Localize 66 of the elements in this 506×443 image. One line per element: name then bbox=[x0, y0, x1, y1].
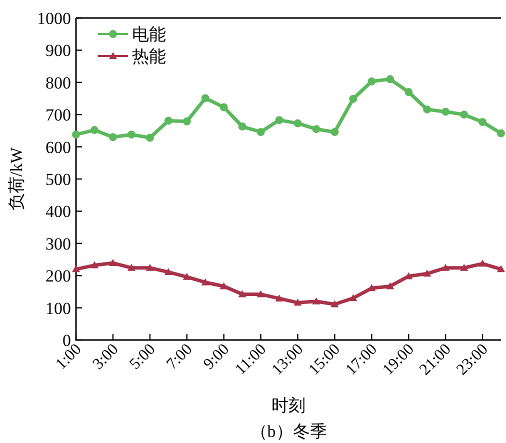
point bbox=[238, 290, 246, 298]
point bbox=[497, 129, 505, 138]
x-tick-label: 3:00 bbox=[90, 340, 122, 373]
point bbox=[220, 282, 228, 290]
point bbox=[238, 122, 246, 131]
point bbox=[182, 272, 191, 280]
y-tick-label: 900 bbox=[46, 41, 71, 60]
legend-label: 电能 bbox=[132, 25, 166, 44]
point bbox=[90, 261, 98, 268]
y-tick-label: 300 bbox=[46, 234, 71, 254]
point bbox=[368, 77, 376, 86]
legend-label: 热能 bbox=[132, 47, 166, 66]
point bbox=[182, 117, 191, 126]
point bbox=[72, 265, 80, 272]
x-tick-label: 9:00 bbox=[200, 340, 233, 373]
point bbox=[423, 270, 432, 277]
point bbox=[72, 130, 80, 139]
point bbox=[442, 108, 450, 116]
point bbox=[330, 300, 339, 308]
y-tick-label: 800 bbox=[46, 73, 71, 92]
point bbox=[90, 126, 98, 134]
point bbox=[386, 282, 394, 290]
y-tick-label: 1000 bbox=[37, 9, 71, 28]
point bbox=[256, 128, 265, 136]
point bbox=[478, 260, 487, 267]
point bbox=[164, 268, 172, 276]
point bbox=[423, 105, 432, 114]
point bbox=[108, 259, 117, 266]
y-axis-title: 负荷/kW bbox=[7, 146, 26, 211]
point bbox=[442, 264, 450, 271]
point bbox=[108, 133, 117, 142]
point bbox=[220, 103, 228, 112]
x-tick-label: 5:00 bbox=[126, 340, 159, 373]
point bbox=[312, 297, 320, 304]
point bbox=[146, 264, 154, 271]
point bbox=[201, 278, 210, 286]
y-tick-label: 500 bbox=[46, 170, 71, 189]
y-tick-label: 200 bbox=[46, 266, 71, 286]
point bbox=[478, 118, 487, 126]
y-tick-label: 0 bbox=[62, 331, 71, 350]
point bbox=[146, 134, 154, 142]
point bbox=[386, 75, 394, 84]
y-tick-label: 100 bbox=[46, 298, 71, 318]
point bbox=[127, 264, 136, 271]
x-axis-title: 时刻 bbox=[272, 396, 306, 415]
point bbox=[201, 94, 210, 102]
point bbox=[275, 116, 284, 124]
point bbox=[275, 294, 284, 302]
point bbox=[294, 119, 302, 128]
point bbox=[460, 264, 468, 271]
y-tick-label: 600 bbox=[46, 138, 71, 157]
text: （b）冬季 bbox=[250, 422, 327, 441]
point bbox=[127, 130, 136, 139]
point bbox=[164, 116, 172, 125]
x-tick-label: 7:00 bbox=[164, 340, 196, 373]
point bbox=[312, 125, 320, 134]
point bbox=[404, 88, 413, 96]
point bbox=[349, 294, 358, 302]
point bbox=[349, 94, 358, 103]
point bbox=[330, 128, 339, 136]
y-tick-label: 700 bbox=[46, 106, 71, 125]
point bbox=[256, 290, 265, 298]
y-tick-label: 400 bbox=[46, 202, 71, 222]
point bbox=[460, 110, 468, 119]
point bbox=[294, 298, 302, 306]
point bbox=[497, 265, 505, 272]
